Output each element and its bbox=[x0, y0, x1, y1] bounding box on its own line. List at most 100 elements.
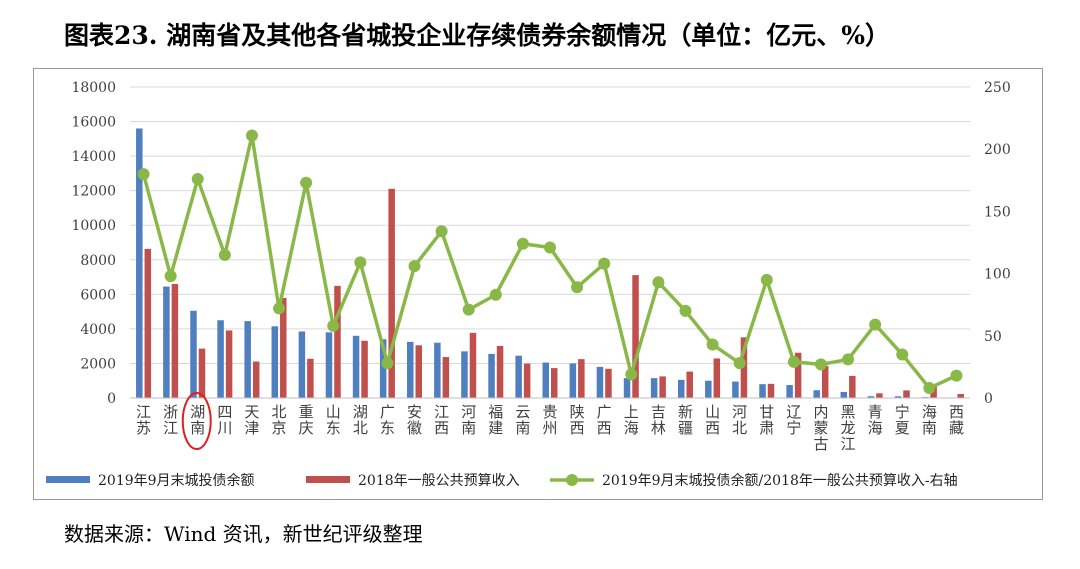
chart-frame: 0 2000 4000 6000 8000 10000 12000 14000 16000 180… bbox=[33, 68, 1043, 500]
bar-revenue bbox=[496, 345, 504, 398]
y2-tick-label: 200 bbox=[984, 142, 1011, 158]
y2-tick-label: 50 bbox=[984, 329, 1002, 345]
x-tick-label: 重庆 bbox=[299, 403, 314, 437]
ratio-point bbox=[435, 225, 448, 238]
bar-revenue bbox=[903, 390, 910, 398]
ratio-point bbox=[814, 358, 827, 371]
bar-revenue bbox=[957, 394, 964, 398]
bar-revenue bbox=[821, 365, 829, 398]
bar-balance bbox=[244, 321, 251, 398]
legend-revenue-swatch bbox=[306, 476, 350, 483]
bar-balance bbox=[298, 331, 306, 398]
y-tick-label: 12000 bbox=[71, 184, 116, 200]
x-tick-label: 山东 bbox=[326, 403, 341, 437]
bar-balance bbox=[867, 396, 875, 398]
x-tick-label: 江西 bbox=[434, 403, 449, 437]
y-tick-label: 4000 bbox=[80, 322, 116, 338]
bar-revenue bbox=[849, 375, 856, 398]
bars bbox=[136, 128, 964, 398]
bar-balance bbox=[569, 363, 577, 398]
bar-revenue bbox=[198, 348, 206, 398]
bar-revenue bbox=[334, 285, 341, 398]
legend-ratio-label: 2019年9月末城投债余额/2018年一般公共预算收入-右轴 bbox=[602, 472, 958, 489]
y-tick-label: 2000 bbox=[80, 356, 116, 372]
x-tick-label: 海南 bbox=[922, 403, 937, 437]
gridlines bbox=[130, 86, 970, 399]
x-tick-label: 福建 bbox=[488, 403, 503, 437]
bar-revenue bbox=[388, 188, 395, 398]
ratio-point bbox=[896, 348, 909, 361]
bar-balance bbox=[840, 391, 848, 398]
bar-balance bbox=[623, 378, 631, 398]
bar-balance bbox=[271, 326, 279, 398]
bar-revenue bbox=[171, 283, 179, 398]
ratio-point bbox=[652, 276, 665, 289]
ratio-point bbox=[842, 353, 855, 366]
x-tick-label: 广东 bbox=[380, 403, 395, 437]
bar-balance bbox=[786, 385, 793, 398]
x-tick-label: 北京 bbox=[272, 403, 287, 437]
bar-balance bbox=[407, 341, 414, 398]
x-tick-label: 宁夏 bbox=[895, 403, 910, 437]
x-tick-label: 贵州 bbox=[542, 403, 557, 437]
bar-revenue bbox=[632, 275, 639, 398]
ratio-point bbox=[137, 168, 150, 181]
ratio-point bbox=[462, 303, 475, 316]
ratio-point bbox=[327, 319, 340, 332]
ratio-point bbox=[218, 248, 231, 261]
ratio-point bbox=[191, 173, 204, 186]
axes: 0200040006000800010000120001400016000180… bbox=[71, 80, 1010, 453]
bar-balance bbox=[732, 381, 739, 398]
bar-revenue bbox=[307, 358, 314, 398]
bar-balance bbox=[136, 128, 143, 398]
bar-revenue bbox=[442, 357, 450, 398]
bar-balance bbox=[379, 339, 387, 398]
x-tick-label: 新疆 bbox=[678, 403, 693, 437]
legend-balance-swatch bbox=[46, 476, 90, 483]
x-tick-label: 吉林 bbox=[651, 403, 666, 437]
bar-balance bbox=[461, 351, 468, 398]
x-tick-label: 湖北 bbox=[353, 403, 368, 437]
ratio-point bbox=[516, 237, 529, 250]
bar-revenue bbox=[469, 332, 477, 398]
ratio-point bbox=[245, 129, 258, 142]
source-note: 数据来源：Wind 资讯，新世纪评级整理 bbox=[64, 522, 423, 546]
y-tick-label: 18000 bbox=[71, 80, 116, 96]
x-tick-label: 江苏 bbox=[136, 403, 151, 437]
ratio-point bbox=[544, 241, 556, 254]
y2-tick-label: 150 bbox=[984, 204, 1011, 220]
bar-balance bbox=[596, 366, 604, 398]
x-tick-label: 青海 bbox=[868, 403, 883, 437]
bar-balance bbox=[190, 310, 197, 398]
y-tick-label: 6000 bbox=[80, 287, 116, 303]
x-tick-label: 内蒙古 bbox=[813, 403, 828, 453]
ratio-point bbox=[923, 382, 936, 395]
bar-balance bbox=[677, 379, 685, 398]
bar-balance bbox=[542, 362, 549, 398]
bar-revenue bbox=[144, 248, 152, 398]
x-tick-label: 四川 bbox=[217, 403, 232, 437]
x-tick-label: 安徽 bbox=[407, 403, 422, 437]
x-tick-label: 上海 bbox=[624, 403, 639, 437]
x-tick-label: 浙江 bbox=[163, 403, 178, 437]
highlight bbox=[181, 392, 212, 450]
ratio-point bbox=[950, 369, 963, 382]
ratio-point bbox=[625, 368, 638, 381]
bar-revenue bbox=[767, 383, 775, 398]
ratio-point bbox=[706, 338, 719, 351]
legend-balance-label: 2019年9月末城投债余额 bbox=[98, 472, 255, 489]
x-tick-label: 河北 bbox=[732, 403, 747, 437]
bar-revenue bbox=[659, 376, 666, 398]
ratio-line-path bbox=[141, 133, 958, 390]
ratio-point bbox=[381, 357, 394, 370]
ratio-point bbox=[760, 273, 773, 286]
highlight-circle bbox=[181, 392, 212, 450]
bar-balance bbox=[325, 332, 333, 398]
bar-balance bbox=[217, 320, 224, 398]
ratio-point bbox=[489, 288, 502, 301]
bar-balance bbox=[813, 390, 820, 398]
ratio-point bbox=[571, 281, 584, 294]
bar-balance bbox=[434, 342, 441, 398]
ratio-point bbox=[679, 304, 692, 317]
x-tick-label: 山西 bbox=[705, 403, 720, 437]
